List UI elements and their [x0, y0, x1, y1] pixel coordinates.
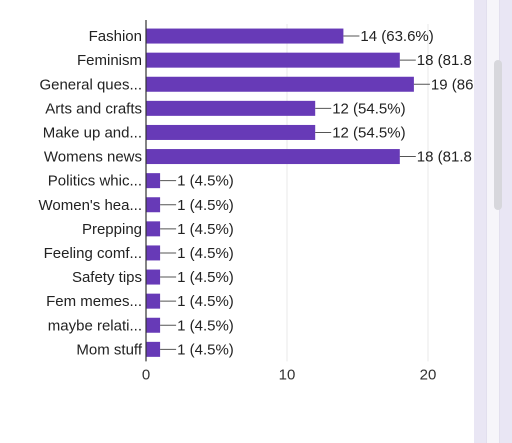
bar-chart: 0 10 20 Fashion 14 (63.6%) Feminism 18 (81.8 Ge…	[39, 20, 474, 383]
category-label-9: Feeling comf...	[44, 245, 142, 262]
category-label-1: Feminism	[77, 52, 142, 69]
bar-10	[146, 269, 161, 285]
category-label-5: Womens news	[44, 149, 142, 166]
data-label-6: 1 (4.5%)	[177, 173, 234, 190]
bar-11	[146, 293, 161, 309]
category-label-2: General ques...	[39, 76, 142, 93]
bar-13	[146, 341, 161, 357]
data-label-5: 18 (81.8	[417, 149, 472, 166]
x-tick-label-20: 20	[420, 366, 437, 383]
category-label-8: Prepping	[82, 221, 142, 238]
category-label-0: Fashion	[89, 28, 142, 45]
bar-0	[146, 28, 344, 44]
category-label-3: Arts and crafts	[45, 100, 142, 117]
data-label-8: 1 (4.5%)	[177, 221, 234, 238]
data-label-3: 12 (54.5%)	[332, 100, 405, 117]
data-label-12: 1 (4.5%)	[177, 317, 234, 334]
category-label-10: Safety tips	[72, 269, 142, 286]
bar-8	[146, 221, 161, 237]
bar-4	[146, 124, 316, 140]
category-label-4: Make up and...	[43, 124, 142, 141]
category-label-7: Women's hea...	[39, 197, 142, 214]
category-label-11: Fem memes...	[46, 293, 142, 310]
bar-7	[146, 197, 161, 213]
bar-9	[146, 245, 161, 261]
bar-1	[146, 52, 400, 68]
category-label-6: Politics whic...	[48, 173, 142, 190]
data-label-13: 1 (4.5%)	[177, 341, 234, 358]
data-label-11: 1 (4.5%)	[177, 293, 234, 310]
data-label-1: 18 (81.8	[417, 52, 472, 69]
bar-5	[146, 149, 400, 165]
data-label-4: 12 (54.5%)	[332, 124, 405, 141]
category-label-12: maybe relati...	[48, 317, 142, 334]
data-label-9: 1 (4.5%)	[177, 245, 234, 262]
category-label-13: Mom stuff	[76, 341, 142, 358]
bar-6	[146, 173, 161, 189]
data-label-0: 14 (63.6%)	[360, 28, 433, 45]
scrollbar-thumb[interactable]	[494, 60, 502, 210]
data-label-10: 1 (4.5%)	[177, 269, 234, 286]
bar-12	[146, 317, 161, 333]
data-label-2: 19 (86	[431, 76, 474, 93]
bar-2	[146, 76, 414, 92]
x-tick-label-0: 0	[142, 366, 150, 383]
chart-card: 0 10 20 Fashion 14 (63.6%) Feminism 18 (81.8 Ge…	[38, 20, 474, 384]
data-label-7: 1 (4.5%)	[177, 197, 234, 214]
x-tick-label-10: 10	[279, 366, 296, 383]
bar-3	[146, 100, 316, 116]
